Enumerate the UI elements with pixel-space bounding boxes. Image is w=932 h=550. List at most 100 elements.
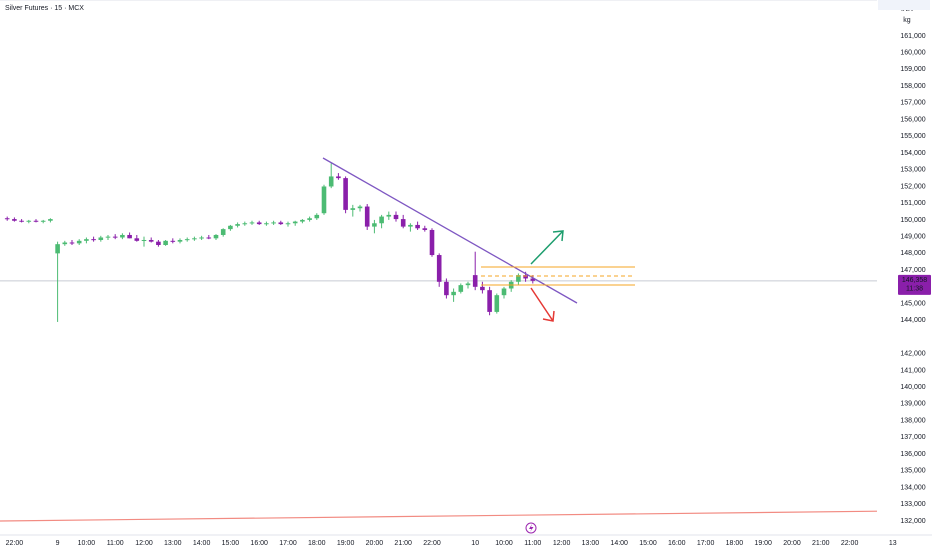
candle-body — [62, 242, 68, 245]
candle-body — [357, 206, 363, 209]
y-tick-label: 132,000 — [900, 518, 925, 525]
y-tick-label: 153,000 — [900, 167, 925, 174]
candle-body — [530, 278, 536, 281]
x-tick-label: 17:00 — [697, 540, 715, 547]
x-tick-label: 17:00 — [279, 540, 297, 547]
y-tick-label: 137,000 — [900, 434, 925, 441]
last-price-tag — [898, 274, 931, 295]
x-tick-label: 13:00 — [582, 540, 600, 547]
candle-body — [12, 219, 17, 221]
candle-body — [393, 214, 399, 220]
candle-body — [321, 186, 327, 214]
candle-body — [350, 208, 356, 210]
candle-body — [4, 218, 10, 220]
y-tick-label: 139,000 — [900, 401, 925, 408]
x-tick-label: 22:00 — [423, 540, 441, 547]
x-tick-label: 21:00 — [394, 540, 412, 547]
candle-body — [84, 239, 89, 241]
y-tick-label: 156,000 — [900, 116, 925, 123]
candle-body — [40, 220, 46, 222]
candle-body — [465, 283, 471, 286]
event-icon[interactable] — [525, 522, 537, 534]
x-tick-label: 18:00 — [726, 540, 744, 547]
candle-body — [264, 223, 269, 225]
y-tick-label: 151,000 — [900, 200, 925, 207]
candle-body — [48, 219, 53, 221]
candle-body — [300, 219, 305, 222]
last-price-value: 146,358 — [902, 277, 927, 284]
x-tick-label: 10 — [471, 540, 479, 547]
x-tick-label: 22:00 — [841, 540, 859, 547]
candle-body — [134, 238, 140, 241]
y-tick-label: 141,000 — [900, 367, 925, 374]
y-tick-label: 147,000 — [900, 267, 925, 274]
y-tick-label: 155,000 — [900, 133, 925, 140]
candle-body — [444, 281, 449, 296]
candle-body — [33, 220, 39, 222]
candle-body — [343, 178, 348, 210]
x-tick-label: 9 — [56, 540, 60, 547]
countdown: 11:38 — [906, 286, 923, 293]
x-tick-label: 16:00 — [250, 540, 268, 547]
candle-body — [55, 244, 60, 254]
candle-body — [76, 240, 82, 244]
candle-body — [69, 242, 75, 244]
axis-labels: 132,000 133,000 134,000 135,000 136,000 137,0… — [6, 0, 931, 547]
candle-body — [220, 229, 226, 235]
candle-body — [364, 206, 370, 227]
candle-body — [19, 220, 24, 222]
candle-body — [307, 218, 312, 220]
candle-body — [292, 221, 298, 224]
y-tick-label: 161,000 — [900, 33, 925, 40]
y-tick-label: 144,000 — [900, 317, 925, 324]
y-tick-label: 160,000 — [900, 50, 925, 57]
x-tick-label: 13 — [889, 540, 897, 547]
y-tick-label: 150,000 — [900, 217, 925, 224]
candle-body — [127, 234, 132, 239]
plot-area — [0, 0, 877, 322]
y-tick-label: 152,000 — [900, 183, 925, 190]
candle-body — [26, 220, 32, 222]
y-tick-label: 154,000 — [900, 150, 925, 157]
x-tick-label: 20:00 — [366, 540, 384, 547]
y-tick-label: 142,000 — [900, 351, 925, 358]
candle-body — [120, 234, 125, 238]
x-tick-label: 10:00 — [495, 540, 513, 547]
candle-body — [523, 275, 528, 279]
candle-body — [458, 285, 464, 292]
candle-body — [408, 224, 413, 227]
x-tick-label: 12:00 — [553, 540, 571, 547]
price-axis — [877, 0, 932, 535]
candle-body — [436, 255, 442, 282]
candle-body — [372, 223, 377, 227]
candle-body — [112, 236, 118, 238]
candle-body — [148, 239, 154, 242]
candle-body — [516, 275, 521, 282]
candle-body — [235, 224, 240, 226]
candle-body — [494, 295, 500, 312]
candle-body — [249, 222, 255, 224]
trend-line — [322, 157, 578, 304]
candle-body — [177, 239, 183, 242]
candle-body — [170, 240, 176, 242]
x-tick-label: 20:00 — [783, 540, 801, 547]
candle-body — [192, 238, 197, 240]
candle-body — [163, 240, 168, 246]
x-tick-label: 21:00 — [812, 540, 830, 547]
x-tick-label: 11:00 — [107, 540, 124, 547]
candle-body — [386, 214, 392, 217]
candle-body — [379, 216, 384, 224]
x-tick-label: 18:00 — [308, 540, 326, 547]
candle-body — [199, 237, 204, 239]
candle-body — [487, 290, 492, 312]
y-tick-label: 136,000 — [900, 451, 925, 458]
candle-body — [336, 176, 341, 179]
candle-body — [472, 275, 478, 287]
candle-body — [242, 223, 248, 225]
candle-body — [213, 234, 219, 239]
x-tick-label: 13:00 — [164, 540, 182, 547]
y-tick-label: 134,000 — [900, 484, 925, 491]
x-tick-label: 19:00 — [754, 540, 772, 547]
